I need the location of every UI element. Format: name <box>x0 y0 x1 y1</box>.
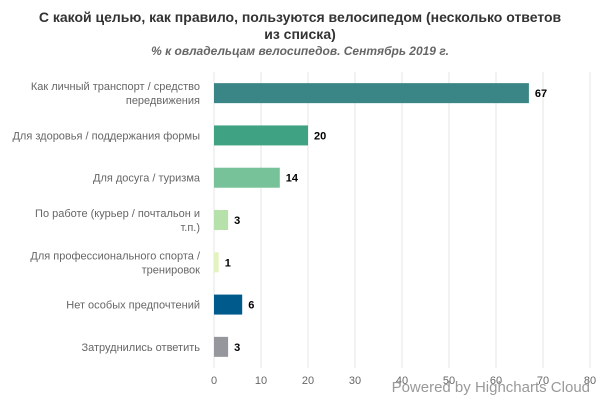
credits-text[interactable]: Powered by Highcharts Cloud <box>391 379 590 396</box>
x-tick-label: 40 <box>396 375 408 387</box>
x-tick-label: 60 <box>490 375 502 387</box>
bar[interactable] <box>214 83 529 104</box>
data-label: 20 <box>314 130 326 142</box>
x-tick-label: 30 <box>349 375 361 387</box>
data-labels: 67 20 14 3 1 6 3 <box>225 88 547 354</box>
category-label: Для профессионального спорта / тренировок <box>30 250 201 276</box>
category-label: По работе (курьер / почтальон и т.п.) <box>35 208 200 234</box>
x-tick-label: 80 <box>584 375 596 387</box>
x-tick-label: 0 <box>211 375 217 387</box>
x-tick-label: 10 <box>255 375 267 387</box>
data-label: 67 <box>535 88 547 100</box>
x-axis-tick-labels: 0 10 20 30 40 50 60 70 80 <box>211 375 596 387</box>
bar[interactable] <box>214 336 229 357</box>
bar[interactable] <box>214 294 243 315</box>
data-label: 6 <box>248 300 254 312</box>
bar[interactable] <box>214 252 219 273</box>
data-label: 14 <box>286 173 299 185</box>
bar[interactable] <box>214 210 229 230</box>
category-labels: Как личный транспорт / средство передвиже… <box>12 81 200 354</box>
data-label: 3 <box>234 215 240 227</box>
data-label: 1 <box>225 257 231 269</box>
bar[interactable] <box>214 167 280 188</box>
chart-title: С какой целью, как правило, пользуются в… <box>38 9 562 42</box>
bar[interactable] <box>214 125 308 146</box>
bars <box>214 83 529 357</box>
category-label: Для здоровья / поддержания формы <box>12 130 200 142</box>
x-tick-label: 70 <box>537 375 549 387</box>
category-label: Нет особых предпочтений <box>66 300 200 312</box>
x-tick-label: 20 <box>302 375 314 387</box>
x-tick-label: 50 <box>443 375 455 387</box>
grid-lines <box>213 72 591 368</box>
category-label: Как личный транспорт / средство передвиже… <box>31 81 200 107</box>
data-label: 3 <box>234 342 240 354</box>
category-label: Для досуга / туризма <box>93 173 201 185</box>
chart-subtitle: % к овладельцам велосипедов. Сентябрь 20… <box>151 44 449 58</box>
category-label: Затруднились ответить <box>81 342 200 354</box>
